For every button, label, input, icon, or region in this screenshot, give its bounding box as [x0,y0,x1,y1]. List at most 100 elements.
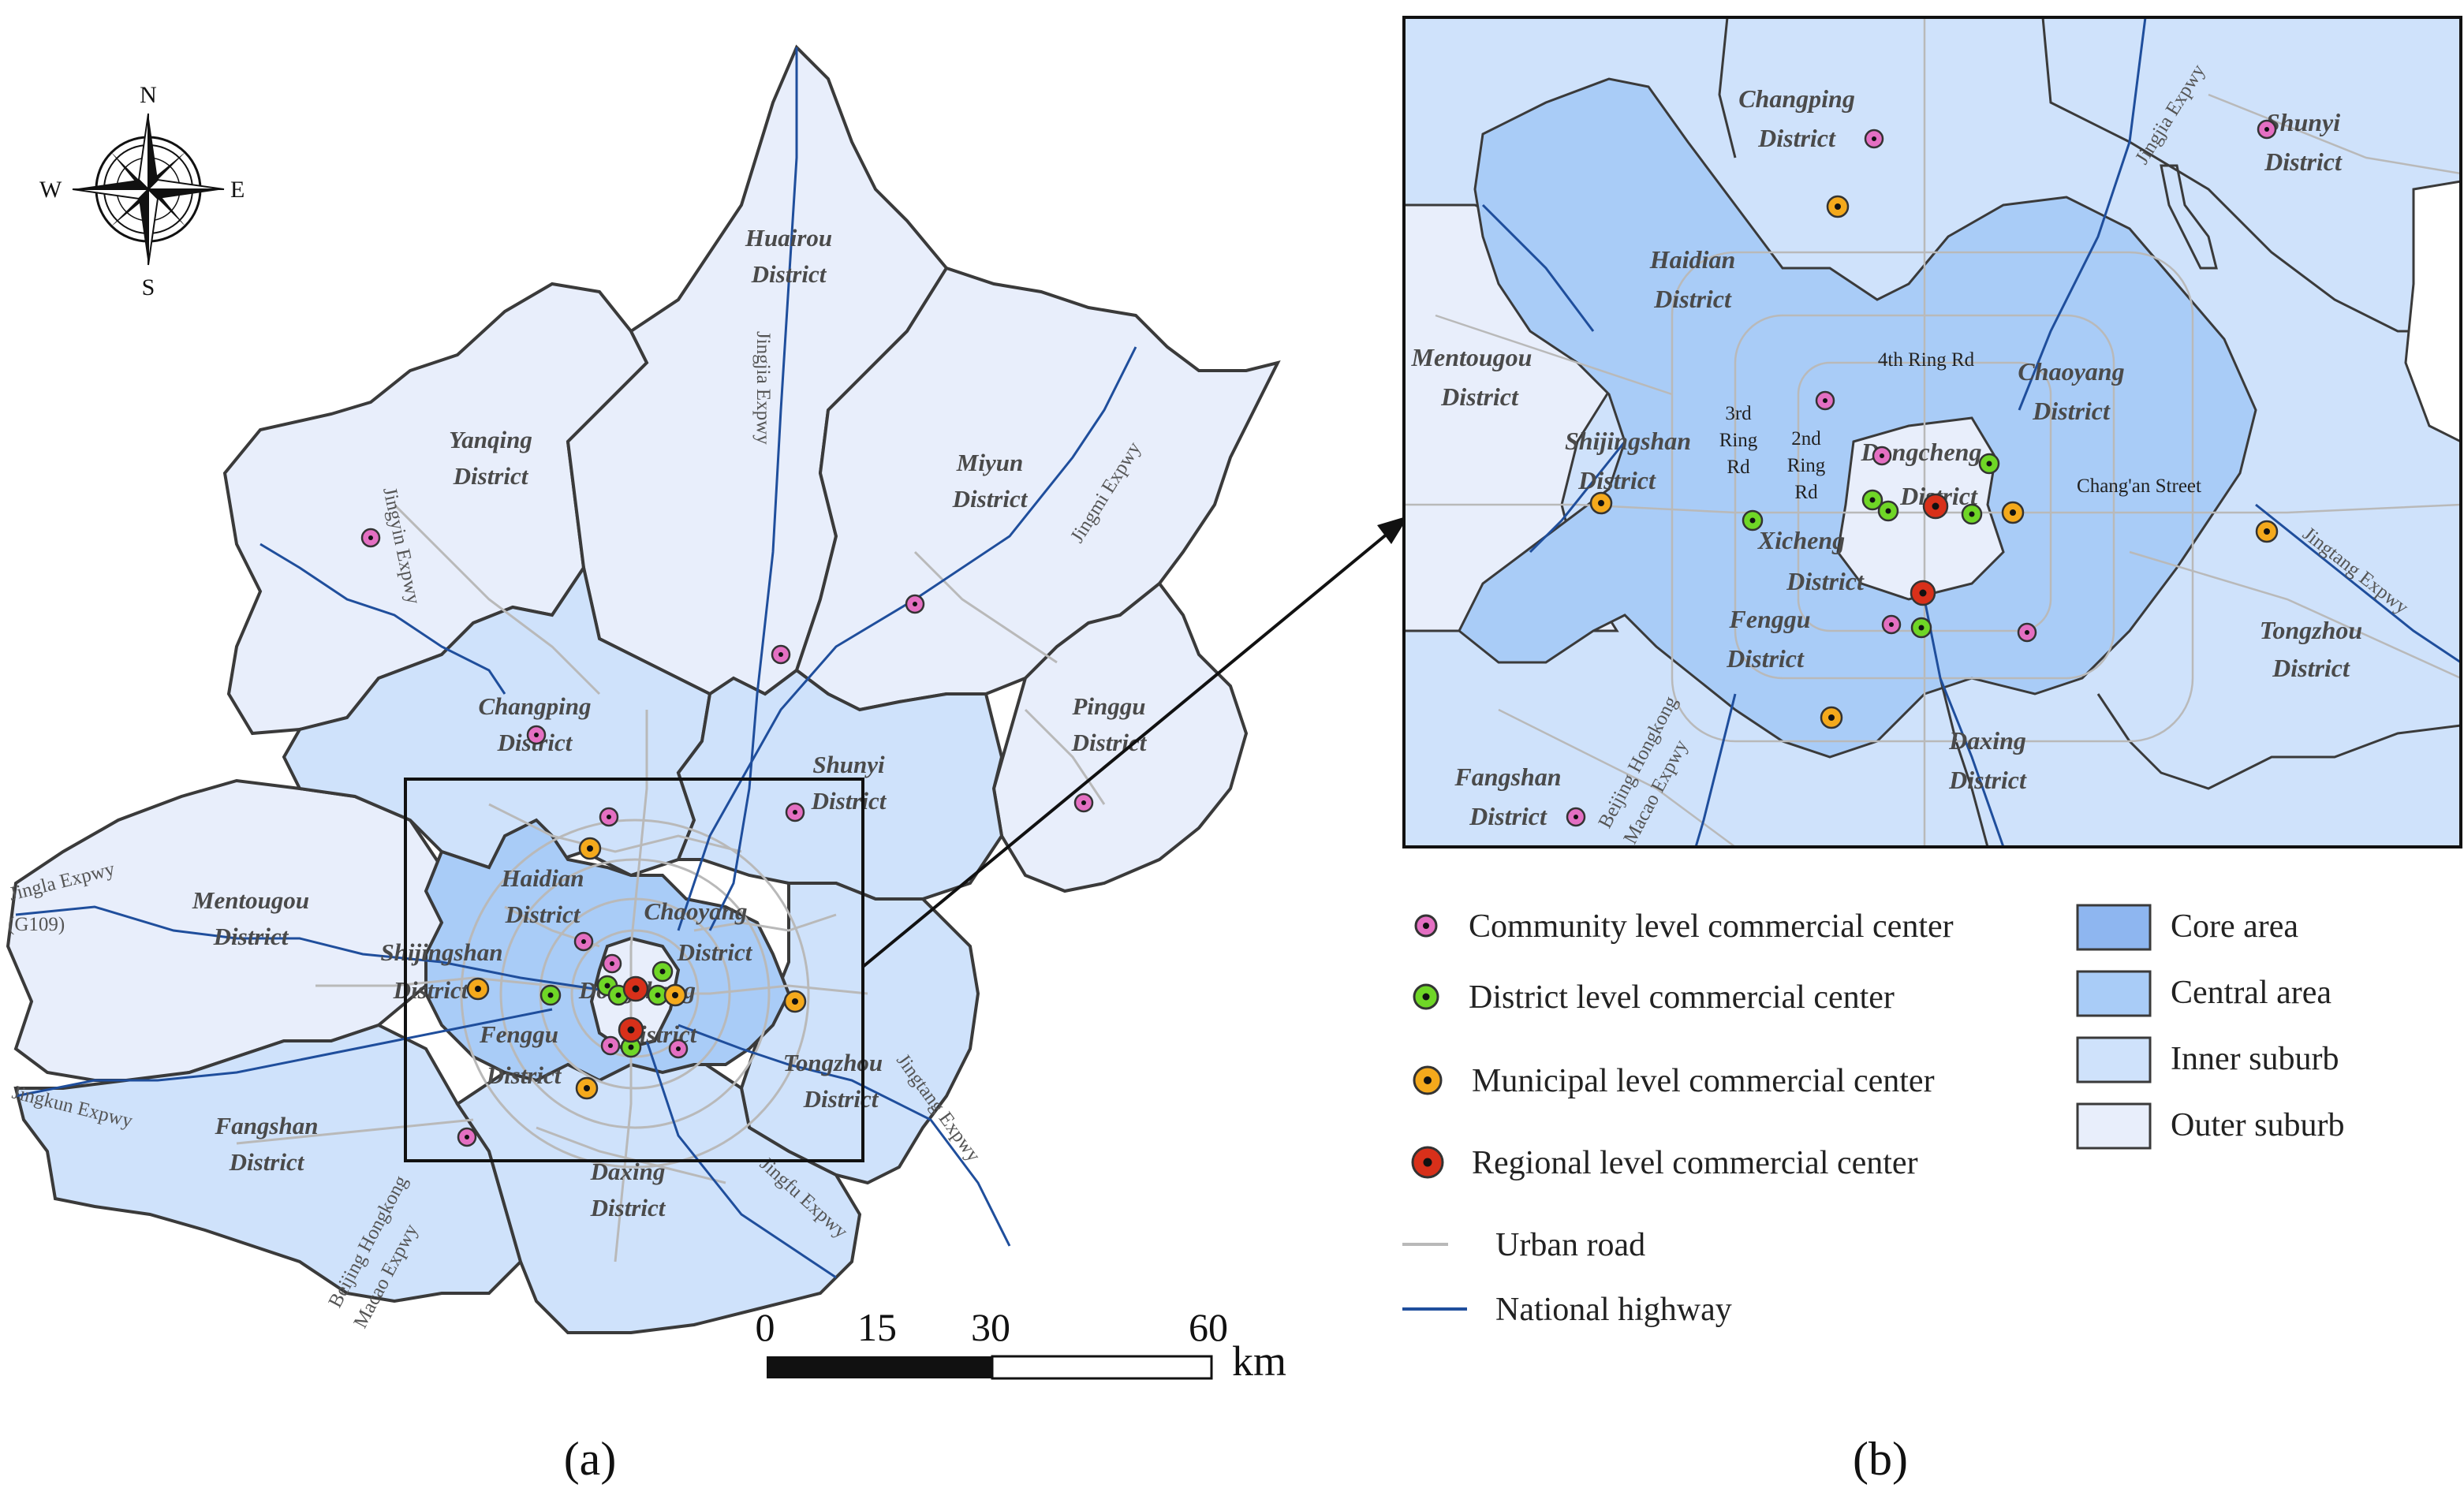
district-label: District [1469,802,1547,830]
b-shunyi-boundary [2041,17,2461,333]
district-label: District [486,1061,562,1089]
district-label: Shunyi [812,751,885,778]
district-label: Changping [1738,84,1855,113]
road-label: Ring [1787,455,1826,476]
district-label: Tongzhou [2260,616,2362,644]
district-label: District [2264,147,2343,176]
district-label: Fangshan [1454,763,1561,791]
district-labels-b: Changping District Shunyi District Haidi… [1411,84,2363,830]
community-marker [2257,119,2277,140]
district-label: District [1653,285,1732,313]
district-marker [1742,509,1764,531]
district-label: District [1948,766,2027,794]
markers-community-b [1566,119,2277,827]
district-label: Fangshan [215,1112,319,1139]
district-label: Fenggu [479,1020,558,1048]
markers-municipal-b [1589,195,2279,729]
municipal-marker [1589,491,1613,515]
b-right-island [2404,180,2461,443]
b-daxing-boundary [1939,677,1989,847]
community-marker [457,1127,477,1147]
district-label: District [590,1194,666,1221]
municipal-marker [466,977,490,1001]
community-marker [668,1039,689,1059]
district-label: Yanqing [449,426,532,453]
district-label: Chaoyang [644,897,748,925]
district-shape-fangshan [13,1023,523,1303]
municipal-marker [575,1076,599,1100]
district-label: District [677,938,753,966]
district-label: Tongzhou [783,1049,883,1076]
district-label: Changping [478,692,591,720]
community-marker [771,644,791,665]
community-marker [1864,129,1884,149]
community-marker [599,807,619,827]
district-label: District [505,901,581,928]
markers-community-a [360,528,1094,1147]
district-label: Shijingshan [380,938,502,966]
road-label: Ring [1719,430,1758,451]
markers-regional-a [618,975,649,1043]
regional-marker [618,1016,644,1043]
community-marker [1872,446,1892,466]
legend-outer-label: Outer suburb [2171,1107,2344,1143]
district-marker [539,984,562,1006]
legend: Community level commercial center Distri… [1402,904,2344,1328]
municipal-marker [663,983,687,1007]
district-label: Daxing [1948,726,2026,755]
district-label: Huairou [745,224,832,252]
community-marker [602,953,622,974]
district-marker [1978,453,2000,475]
district-labels-a: Huairou District Yanqing District Miyun … [192,224,1148,1221]
legend-inner: Inner suburb [2076,1036,2339,1083]
b-airport-shape [2160,164,2218,270]
district-label: District [229,1148,305,1176]
inset-b-frame [1402,16,2462,848]
community-marker [526,725,547,745]
district-label: District [952,485,1029,513]
community-marker [785,802,805,822]
inset-frame [404,778,864,1162]
scale-unit: km [1232,1337,1286,1385]
scale-tick: 30 [971,1305,1010,1349]
district-label: District [2272,654,2350,682]
community-marker [2017,622,2037,643]
community-marker [1815,390,1835,411]
b-changping-boundary [1718,17,1737,159]
road-label: 3rd [1725,403,1752,424]
municipal-marker [2255,520,2279,543]
highways-a [15,47,1137,1279]
district-label: Haidian [500,864,584,892]
district-label: Chaoyang [2018,357,2124,386]
municipal-marker [783,990,807,1013]
legend-central-label: Central area [2171,975,2331,1011]
scale-bar-white [991,1355,1213,1380]
community-marker [573,931,594,952]
community-marker [600,1035,621,1056]
community-marker [1566,807,1586,827]
markers-regional-b [1910,493,1949,606]
legend-urban-road: Urban road [1402,1227,1645,1263]
district-label: Haidian [1649,245,1735,274]
municipal-marker [1826,195,1850,218]
legend-regional: Regional level commercial center [1411,1145,1918,1181]
legend-district: District level commercial center [1413,979,1895,1016]
district-label: District [811,787,887,815]
legend-district-label: District level commercial center [1469,979,1895,1016]
road-label: Jingjia Expwy [752,331,774,445]
road-label: 2nd [1791,428,1821,449]
markers-district-a [539,960,674,1058]
municipal-marker [578,837,602,860]
municipal-marker [1820,706,1843,729]
community-marker [1881,614,1902,635]
regional-marker [622,975,649,1002]
district-label: District [1440,382,1519,411]
scale-bar-black [767,1356,992,1378]
district-label: Mentougou [192,886,309,914]
district-label: District [2032,397,2111,425]
district-label: Miyun [956,449,1023,476]
regional-marker [1910,580,1936,606]
district-label: District [1786,567,1865,595]
district-marker [1961,503,1983,525]
